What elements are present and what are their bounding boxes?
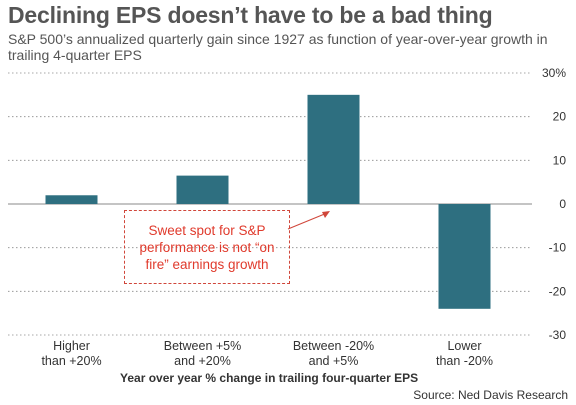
x-tick-label: Between -20% [293, 339, 374, 353]
x-tick-label: than +20% [41, 354, 101, 368]
y-tick-label: 10 [553, 153, 567, 167]
x-tick-label: and +5% [309, 354, 359, 368]
bars [45, 94, 491, 309]
y-tick-label: -30 [549, 328, 567, 342]
y-tick-label: 30% [542, 66, 566, 80]
callout-arrow [287, 211, 330, 230]
y-tick-label: -10 [549, 241, 567, 255]
x-tick-label: than -20% [436, 354, 493, 368]
y-tick-label: 0 [559, 197, 566, 211]
x-tick-label: Lower [447, 339, 481, 353]
bar [176, 175, 229, 204]
chart-title: Declining EPS doesn’t have to be a bad t… [8, 2, 493, 28]
x-tick-label: Higher [53, 339, 90, 353]
y-axis-ticks: 30% 20 10 0 -10 -20 -30 [542, 66, 566, 342]
source-note: Source: Ned Davis Research [413, 388, 568, 402]
sweet-spot-annotation: Sweet spot for S&P performance is not “o… [124, 210, 290, 284]
bar [438, 204, 491, 309]
y-tick-label: -20 [549, 284, 567, 298]
bar [45, 195, 98, 204]
x-tick-label: Between +5% [164, 339, 241, 353]
x-axis-title: Year over year % change in trailing four… [120, 371, 419, 385]
x-tick-label: and +20% [174, 354, 231, 368]
chart-subtitle: S&P 500’s annualized quarterly gain sinc… [8, 31, 548, 63]
y-tick-label: 20 [553, 110, 567, 124]
bar [307, 94, 360, 204]
